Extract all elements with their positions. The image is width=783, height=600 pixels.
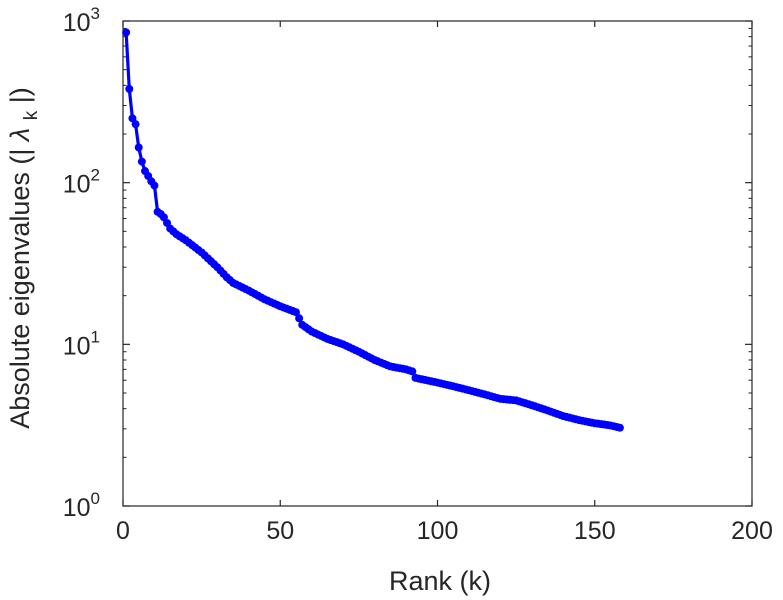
- y-tick-label: 103: [63, 4, 100, 37]
- y-tick-exponent: 1: [91, 327, 100, 346]
- data-point: [291, 308, 300, 317]
- y-tick-exponent: 0: [91, 489, 100, 508]
- data-point: [150, 181, 159, 190]
- y-tick-label: 100: [63, 489, 100, 522]
- data-point: [131, 120, 140, 129]
- y-tick-base: 10: [63, 171, 91, 199]
- y-axis-label-subscript: k: [21, 110, 42, 120]
- y-tick-base: 10: [63, 494, 91, 522]
- y-tick-label: 102: [63, 166, 100, 199]
- y-tick-exponent: 2: [91, 166, 100, 185]
- data-point: [134, 143, 143, 152]
- x-axis-label: Rank (k): [389, 566, 491, 596]
- y-tick-exponent: 3: [91, 4, 100, 23]
- data-point: [122, 28, 131, 37]
- x-tick-label: 0: [116, 517, 130, 545]
- y-tick-label: 101: [63, 327, 100, 360]
- x-tick-label: 200: [731, 517, 773, 545]
- y-axis-label-main: Absolute eigenvalues (|: [5, 149, 35, 429]
- data-point: [137, 157, 146, 166]
- x-tick-label: 100: [417, 517, 459, 545]
- x-tick-label: 50: [266, 517, 294, 545]
- y-axis-label: Absolute eigenvalues (| λ k |): [5, 87, 43, 429]
- data-point: [295, 314, 304, 323]
- data-point: [125, 84, 134, 93]
- x-tick-label: 150: [574, 517, 616, 545]
- data-series: [122, 28, 624, 432]
- data-point: [615, 423, 624, 432]
- data-point: [128, 114, 137, 123]
- data-point: [408, 367, 417, 376]
- y-tick-base: 10: [63, 332, 91, 360]
- y-tick-base: 10: [63, 9, 91, 37]
- series-line: [124, 32, 621, 430]
- y-axis-label-symbol: λ: [5, 128, 35, 143]
- x-axis-ticks: 0 50 100 150 200: [116, 21, 773, 545]
- y-axis-label-close: |): [5, 87, 35, 103]
